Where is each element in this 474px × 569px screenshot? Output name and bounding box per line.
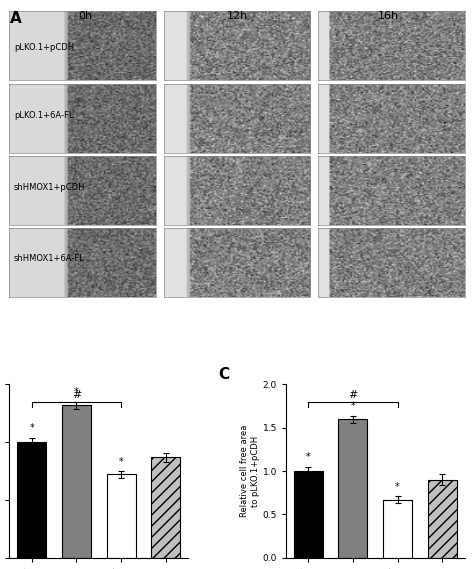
Bar bbox=[294, 471, 323, 558]
Text: *: * bbox=[118, 457, 123, 467]
Text: *: * bbox=[351, 401, 356, 411]
Text: shHMOX1+6A-FL: shHMOX1+6A-FL bbox=[14, 254, 85, 263]
Bar bbox=[107, 475, 136, 558]
Bar bbox=[338, 419, 367, 558]
Text: 12h: 12h bbox=[227, 11, 247, 22]
Text: *: * bbox=[29, 423, 34, 433]
Text: *: * bbox=[306, 452, 311, 463]
Bar bbox=[62, 405, 91, 558]
Bar bbox=[151, 457, 180, 558]
Text: A: A bbox=[9, 11, 21, 26]
Y-axis label: Relative cell free area
to pLKO.1+pCDH: Relative cell free area to pLKO.1+pCDH bbox=[240, 425, 260, 517]
Bar bbox=[383, 500, 412, 558]
Text: shHMOX1+pCDH: shHMOX1+pCDH bbox=[14, 183, 85, 192]
Bar bbox=[17, 442, 46, 558]
Text: pLKO.1+6A-FL: pLKO.1+6A-FL bbox=[14, 111, 73, 120]
Text: #: # bbox=[72, 390, 81, 400]
Text: C: C bbox=[218, 367, 229, 382]
Text: 16h: 16h bbox=[378, 11, 399, 22]
Text: #: # bbox=[348, 390, 358, 400]
Text: pLKO.1+pCDH: pLKO.1+pCDH bbox=[14, 43, 74, 52]
Text: *: * bbox=[395, 482, 400, 492]
Text: 0h: 0h bbox=[78, 11, 92, 22]
Text: *: * bbox=[74, 387, 79, 397]
Bar bbox=[428, 480, 457, 558]
